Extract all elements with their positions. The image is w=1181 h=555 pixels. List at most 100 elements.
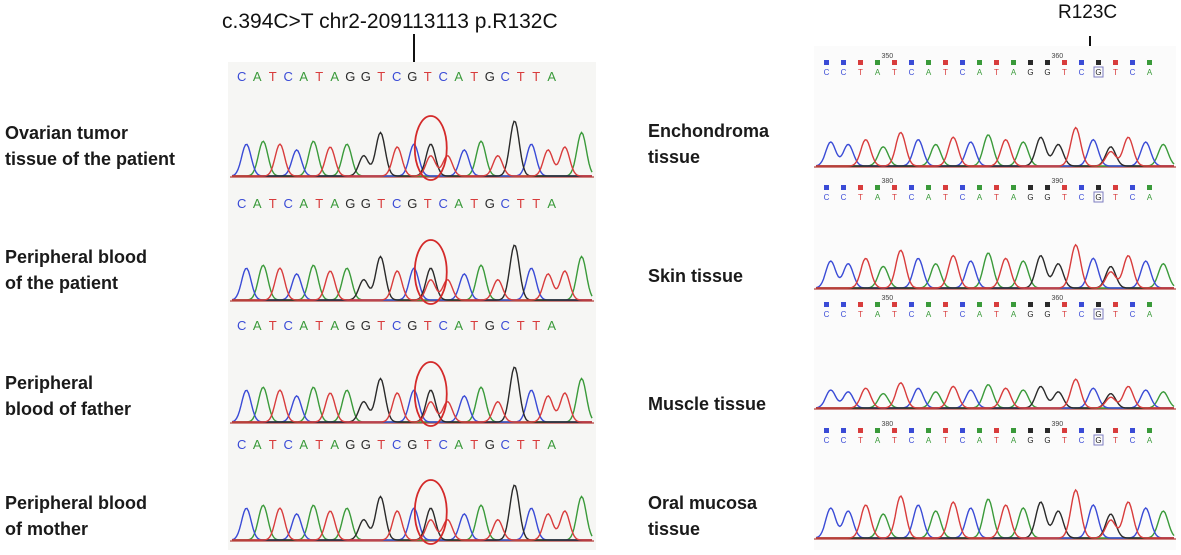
base-letter: A: [926, 68, 932, 77]
right-trace-panel: [814, 46, 1176, 550]
base-letter: C: [392, 196, 402, 211]
position-tick-label: 380: [882, 421, 894, 428]
base-letter: G: [1027, 68, 1033, 77]
base-letter: T: [1062, 436, 1067, 445]
base-call-square: [1011, 60, 1016, 65]
right-chromatogram: [814, 488, 1176, 540]
base-letter: C: [1130, 310, 1136, 319]
base-letter: G: [407, 318, 418, 333]
base-letter: A: [330, 437, 340, 452]
base-letter: C: [237, 196, 247, 211]
base-call-square: [909, 60, 914, 65]
base-letter: T: [892, 68, 897, 77]
position-tick-label: 380: [882, 178, 894, 185]
base-letter: A: [1147, 310, 1153, 319]
base-letter: G: [345, 69, 356, 84]
mutation-highlight: [1093, 308, 1104, 320]
mutation-marker: [413, 115, 448, 181]
base-letter: C: [1079, 68, 1085, 77]
base-letter: T: [470, 437, 479, 452]
base-call-square: [892, 302, 897, 307]
base-call-square: [943, 185, 948, 190]
base-call-square: [1062, 185, 1067, 190]
base-letter: A: [454, 437, 464, 452]
base-call-square: [943, 428, 948, 433]
base-letter: T: [423, 196, 432, 211]
base-letter: A: [1011, 193, 1017, 202]
position-tick-label: 350: [882, 53, 894, 60]
base-letter: G: [360, 69, 371, 84]
base-letter: A: [977, 310, 983, 319]
base-letter: C: [909, 436, 915, 445]
base-letter: T: [470, 69, 479, 84]
base-call-square: [1062, 60, 1067, 65]
sample-label: Peripheral blood of the patient: [5, 247, 148, 293]
base-letter: G: [1095, 193, 1101, 202]
base-letter: C: [392, 437, 402, 452]
base-letter: G: [360, 318, 371, 333]
base-letter: T: [858, 68, 863, 77]
base-call-square: [1079, 302, 1084, 307]
base-call-square: [926, 60, 931, 65]
base-call-square: [994, 185, 999, 190]
base-letter: T: [532, 196, 541, 211]
base-call-square: [960, 428, 965, 433]
base-call-square: [875, 302, 880, 307]
base-call-square: [1130, 60, 1135, 65]
sample-label: Ovarian tumor tissue of the patient: [5, 123, 176, 169]
left-chromatogram: [230, 115, 594, 181]
base-call-square: [977, 428, 982, 433]
base-letter: A: [299, 196, 309, 211]
base-letter: G: [1027, 436, 1033, 445]
base-call-square: [875, 428, 880, 433]
base-call-square: [977, 60, 982, 65]
mutation-marker: [413, 239, 448, 305]
base-letter: C: [283, 196, 293, 211]
base-letter: T: [423, 69, 432, 84]
base-call-square: [1147, 302, 1152, 307]
base-letter: G: [1027, 193, 1033, 202]
base-letter: T: [1113, 68, 1118, 77]
base-letter: C: [909, 68, 915, 77]
base-call-square: [1011, 428, 1016, 433]
base-letter: T: [516, 437, 525, 452]
base-letter: C: [500, 69, 510, 84]
base-letter: A: [330, 196, 340, 211]
base-letter: A: [252, 318, 262, 333]
mutation-highlight: [1093, 191, 1104, 203]
base-letter: T: [268, 437, 277, 452]
base-letter: T: [858, 193, 863, 202]
base-letter: C: [1130, 68, 1136, 77]
base-letter: T: [315, 437, 324, 452]
base-letter: C: [824, 436, 830, 445]
base-letter: G: [484, 437, 495, 452]
base-letter: T: [1062, 193, 1067, 202]
base-call-square: [858, 185, 863, 190]
base-call-square: [841, 428, 846, 433]
base-letter: C: [438, 437, 448, 452]
base-letter: C: [438, 196, 448, 211]
base-letter: G: [360, 437, 371, 452]
base-call-square: [1147, 60, 1152, 65]
right-chromatogram: [814, 243, 1176, 290]
left-chromatogram: [230, 479, 594, 545]
base-letter: C: [1079, 310, 1085, 319]
base-letter: A: [875, 193, 881, 202]
base-call-square: [1028, 302, 1033, 307]
base-letter: A: [547, 318, 557, 333]
base-letter: C: [1079, 193, 1085, 202]
base-letter: T: [470, 318, 479, 333]
base-letter: T: [377, 196, 386, 211]
base-call-square: [1096, 60, 1101, 65]
base-letter: A: [330, 69, 340, 84]
base-letter: C: [909, 310, 915, 319]
base-letter: A: [1011, 310, 1017, 319]
base-letter: A: [454, 69, 464, 84]
base-letter: A: [875, 68, 881, 77]
base-letter: A: [299, 318, 309, 333]
base-letter: C: [841, 193, 847, 202]
base-call-square: [892, 185, 897, 190]
base-call-square: [1062, 428, 1067, 433]
base-call-square: [994, 302, 999, 307]
